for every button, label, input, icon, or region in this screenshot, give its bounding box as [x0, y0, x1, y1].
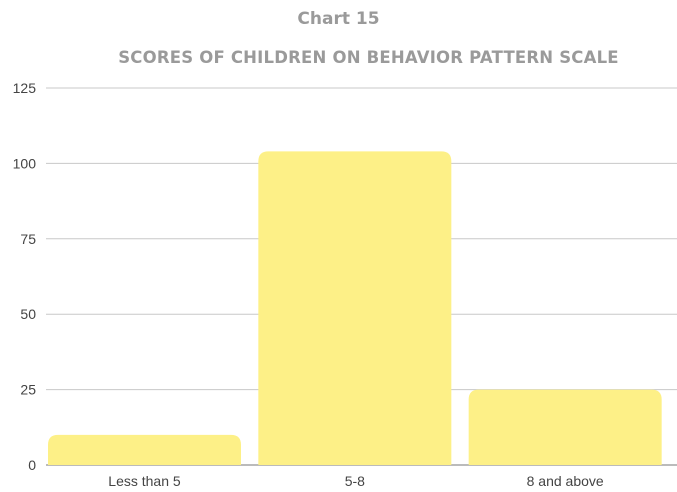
y-tick-label: 75 [20, 231, 36, 247]
chart-title: Chart 15 [297, 9, 380, 29]
x-tick-label: 5-8 [345, 473, 365, 489]
bar [468, 389, 662, 465]
chart-subtitle: SCORES OF CHILDREN ON BEHAVIOR PATTERN S… [118, 48, 619, 67]
bar [258, 151, 452, 465]
y-tick-label: 25 [20, 382, 36, 398]
y-tick-label: 125 [13, 80, 37, 96]
y-tick-label: 50 [20, 306, 36, 322]
x-tick-label: Less than 5 [108, 473, 181, 489]
bars [48, 151, 662, 465]
y-tick-label: 0 [28, 457, 36, 473]
y-tick-label: 100 [13, 155, 37, 171]
x-tick-label: 8 and above [527, 473, 604, 489]
axes: 0 25 50 75 100 125 Less than 5 5-8 8 and above [13, 80, 604, 489]
bar [48, 434, 241, 465]
